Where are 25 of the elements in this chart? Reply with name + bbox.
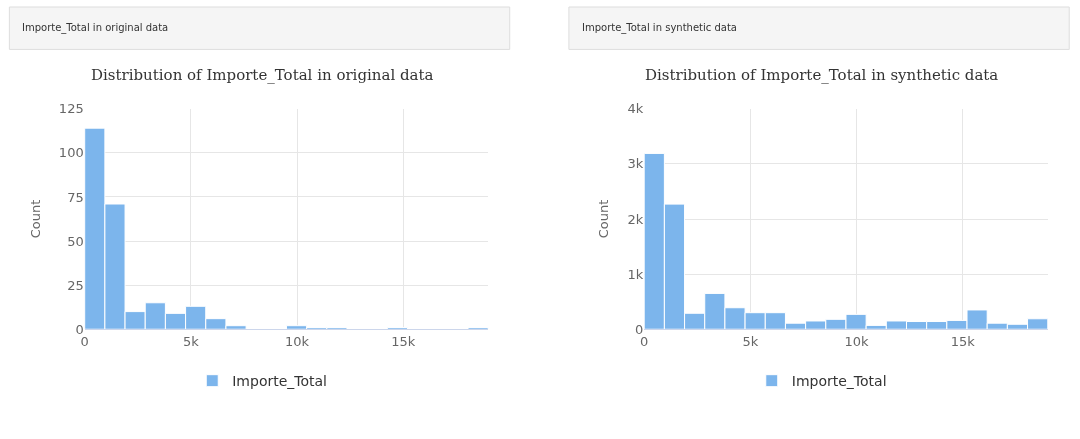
- y-tick-label: 75: [67, 189, 84, 205]
- text: Importe_Total in original data: [22, 22, 169, 34]
- y-tick-label: 50: [67, 233, 84, 249]
- y-tick-label: 3k: [627, 156, 644, 172]
- y-tick-label: 0: [75, 321, 84, 337]
- legend-label: Importe_Total: [232, 373, 328, 390]
- x-tick-label: 10k: [844, 333, 870, 349]
- x-tick-label: 5k: [182, 333, 200, 349]
- text: Importe_Total in synthetic data: [582, 22, 737, 34]
- y-tick-label: 125: [58, 101, 84, 117]
- y-tick-label: 25: [67, 277, 84, 293]
- x-tick-label: 15k: [391, 333, 416, 349]
- y-tick-label: 0: [634, 321, 644, 337]
- y-axis-title: Count: [596, 199, 612, 239]
- y-tick-label: 100: [58, 145, 84, 161]
- x-tick-label: 5k: [742, 333, 759, 349]
- chart-title: Distribution of Importe_Total in synthetic data: [645, 66, 999, 84]
- legend-label: Importe_Total: [791, 373, 887, 390]
- y-tick-label: 1k: [627, 266, 644, 282]
- x-tick-label: 10k: [285, 333, 310, 349]
- y-tick-label: 2k: [627, 211, 644, 227]
- y-axis-title: Count: [27, 199, 43, 239]
- chart-title: Distribution of Importe_Total in original data: [91, 66, 434, 84]
- x-tick-label: 15k: [950, 333, 976, 349]
- y-tick-label: 4k: [627, 101, 644, 117]
